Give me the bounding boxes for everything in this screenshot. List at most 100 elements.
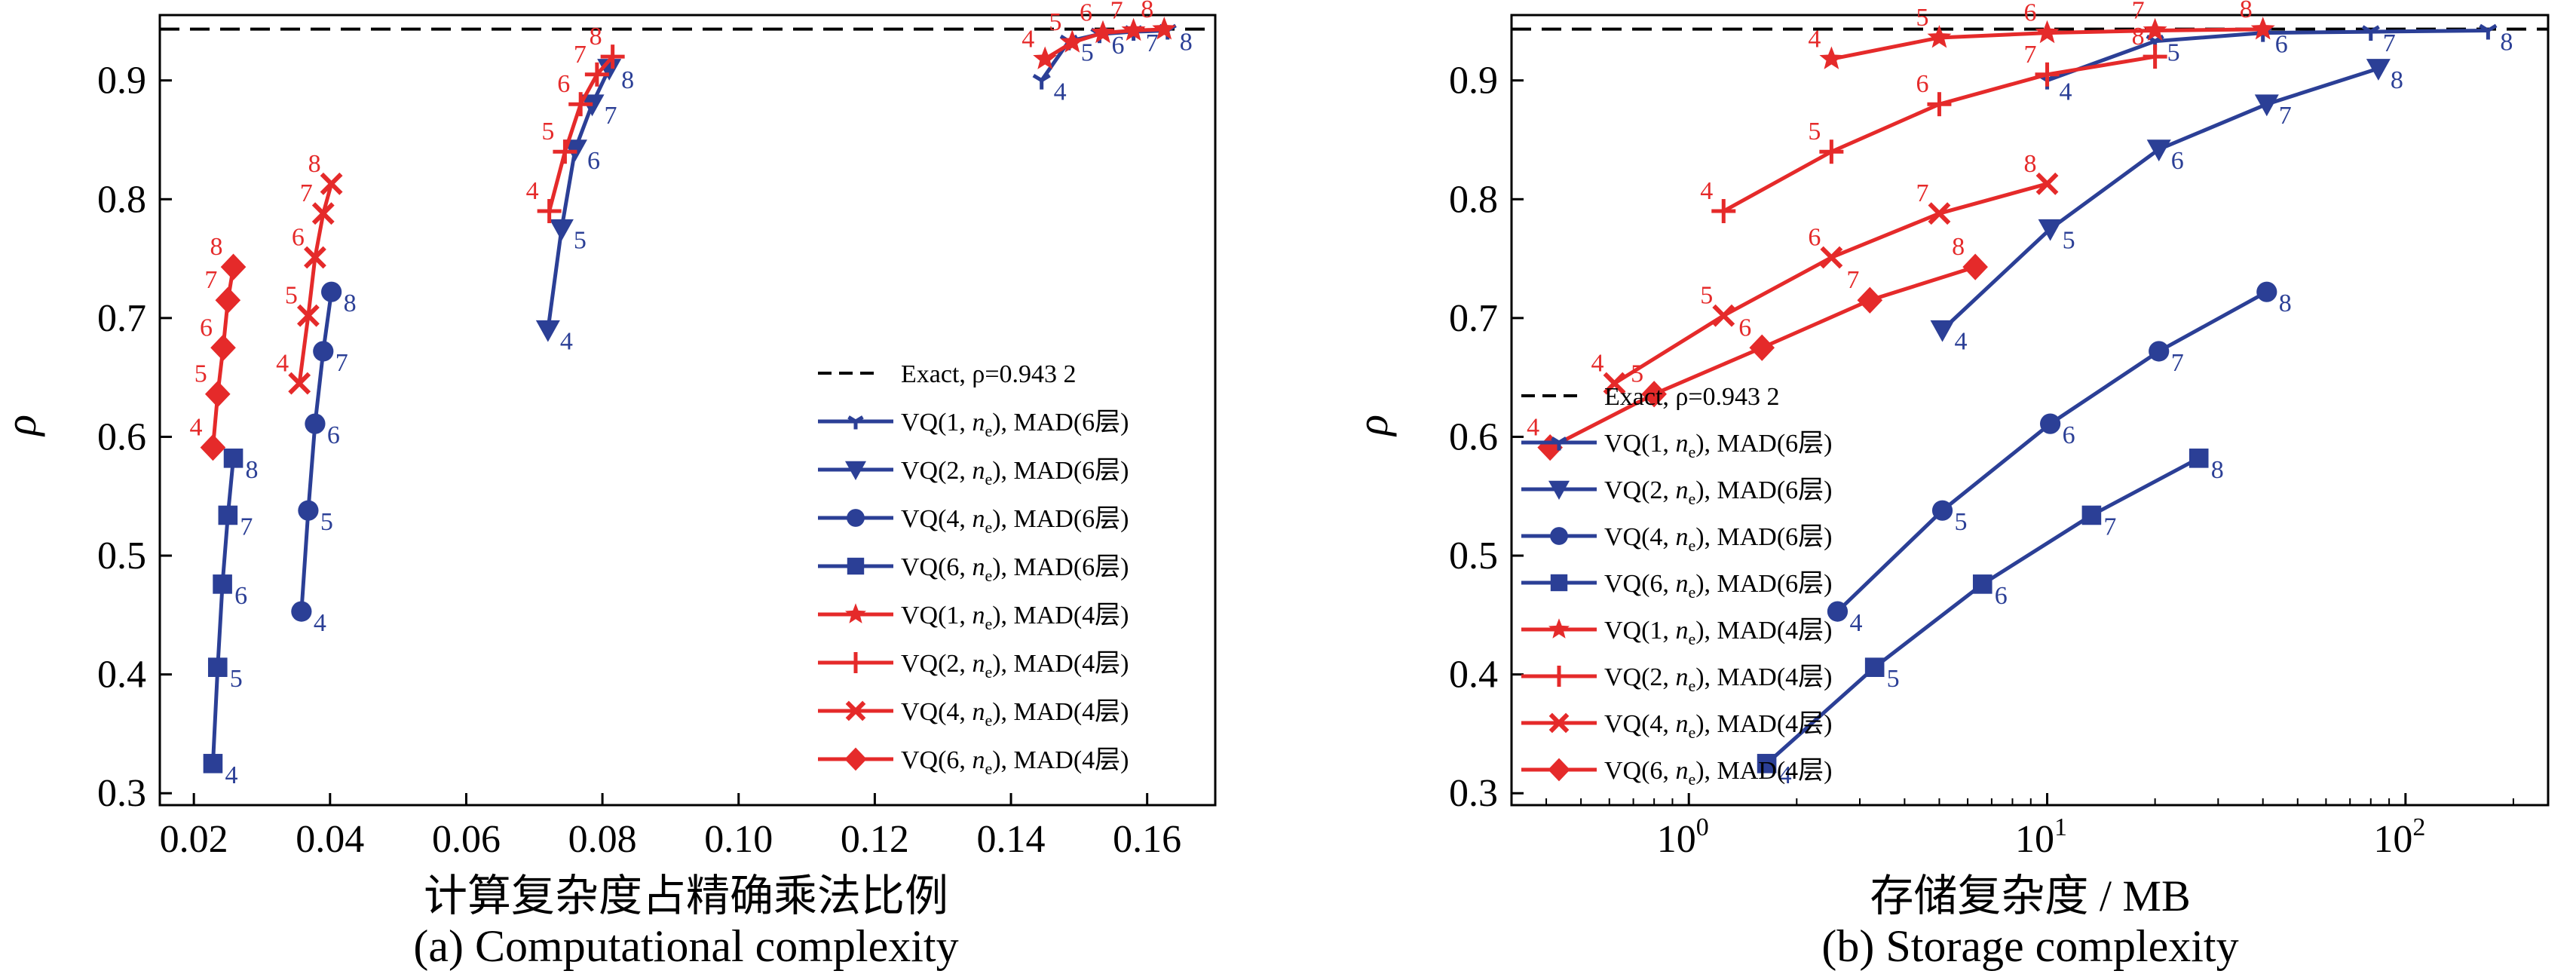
- data-point: [2035, 62, 2060, 87]
- data-point: [1930, 320, 1955, 342]
- data-point: [320, 172, 343, 195]
- data-point: [1972, 574, 1992, 594]
- data-point: [1033, 46, 1058, 69]
- point-label: 4: [1700, 177, 1713, 205]
- data-point: [204, 381, 231, 408]
- series-line: [1940, 66, 2379, 332]
- data-point: [223, 449, 244, 468]
- point-label: 5: [2167, 39, 2180, 67]
- point-label: 4: [225, 761, 237, 789]
- legend-entry: VQ(6, ne), MAD(4层): [818, 746, 1129, 778]
- x-tick-label: 0.04: [296, 818, 364, 861]
- point-label: 7: [2383, 29, 2396, 57]
- x-axis-label: 存储复杂度 / MB: [1870, 871, 2190, 920]
- legend-label: VQ(6, ne), MAD(4层): [901, 746, 1129, 778]
- legend-marker: [1548, 618, 1570, 639]
- panel-caption: (a) Computational complexity: [413, 921, 958, 971]
- y-tick-label: 0.5: [1449, 534, 1498, 577]
- point-label: 7: [1146, 29, 1159, 57]
- legend-marker: [847, 509, 865, 527]
- x-tick-label: 0.10: [704, 818, 773, 861]
- data-point: [2256, 281, 2277, 302]
- point-label: 5: [285, 282, 298, 310]
- data-point: [1121, 17, 1146, 41]
- series-4: 45 6 7 8: [1808, 0, 2275, 69]
- point-label: 7: [204, 266, 217, 294]
- series-5: 4 5 6 7 8: [1700, 23, 2167, 224]
- data-point: [1820, 246, 1843, 269]
- point-label: 8: [590, 23, 602, 51]
- series-line: [2046, 28, 2489, 83]
- data-point: [1928, 202, 1951, 225]
- point-label: 4: [314, 609, 326, 637]
- data-point: [1864, 657, 1885, 677]
- y-axis-label: ρ: [1348, 415, 1397, 437]
- point-label: 4: [1022, 25, 1034, 53]
- point-label: 8: [246, 456, 259, 484]
- legend-label: VQ(2, ne), MAD(6层): [1604, 476, 1833, 508]
- data-point: [1757, 754, 1777, 773]
- point-label: 6: [2063, 421, 2075, 449]
- legend-entry: VQ(6, ne), MAD(4层): [1521, 757, 1833, 789]
- data-point: [1641, 381, 1667, 408]
- data-point: [210, 334, 236, 361]
- point-label: 5: [1808, 118, 1821, 145]
- data-point: [2038, 219, 2063, 241]
- series-2: 4 5 6 7 8: [1827, 281, 2292, 637]
- point-label: 8: [308, 150, 321, 178]
- legend-label: VQ(2, ne), MAD(4层): [1604, 663, 1833, 695]
- data-point: [1827, 601, 1849, 622]
- point-label: 5: [320, 508, 333, 536]
- data-point: [2149, 341, 2170, 362]
- point-label: 5: [574, 227, 587, 255]
- point-label: 7: [2024, 41, 2037, 69]
- point-label: 8: [2132, 23, 2145, 51]
- data-point: [296, 304, 320, 327]
- data-point: [1749, 334, 1775, 361]
- data-point: [215, 286, 241, 314]
- y-tick-label: 0.8: [97, 178, 146, 221]
- point-label: 8: [210, 233, 223, 261]
- data-point: [568, 92, 593, 117]
- point-label: 6: [1995, 582, 2008, 610]
- point-label: 6: [557, 70, 570, 98]
- point-label: 7: [1110, 0, 1123, 24]
- y-tick-label: 0.7: [1449, 297, 1498, 340]
- series-2: 4 5 6 7 8: [291, 281, 357, 637]
- point-label: 4: [2060, 78, 2072, 106]
- point-label: 8: [1952, 233, 1965, 261]
- legend-marker: [845, 603, 866, 623]
- point-label: 6: [1916, 70, 1928, 98]
- point-label: 5: [541, 118, 554, 145]
- data-point: [597, 59, 622, 81]
- legend-entry: VQ(4, ne), MAD(4层): [1521, 710, 1833, 742]
- data-point: [1962, 253, 1988, 280]
- legend-marker: [1548, 666, 1570, 687]
- legend-label: VQ(2, ne), MAD(4层): [901, 650, 1129, 681]
- data-point: [2081, 505, 2102, 525]
- y-tick-label: 0.6: [1449, 415, 1498, 458]
- data-point: [213, 574, 232, 594]
- legend-marker: [1551, 436, 1567, 451]
- data-point: [1927, 25, 1952, 48]
- legend-entry: VQ(6, ne), MAD(6层): [818, 553, 1129, 585]
- legend-entry: VQ(6, ne), MAD(6层): [1521, 570, 1833, 602]
- x-tick-label: 100: [1657, 813, 1709, 861]
- data-point: [207, 657, 228, 677]
- point-label: 5: [230, 665, 243, 693]
- data-point: [1819, 46, 1844, 69]
- point-label: 5: [2063, 227, 2075, 255]
- data-point: [298, 500, 319, 521]
- data-point: [549, 219, 574, 241]
- data-point: [2254, 94, 2279, 117]
- data-point: [1711, 199, 1736, 224]
- point-label: 7: [2132, 0, 2145, 24]
- data-point: [2146, 139, 2171, 162]
- data-point: [1152, 17, 1177, 40]
- point-label: 4: [1955, 328, 1968, 356]
- legend-marker: [1548, 758, 1570, 782]
- y-tick-label: 0.4: [97, 654, 146, 697]
- data-point: [1032, 73, 1051, 90]
- data-point: [600, 44, 625, 69]
- point-label: 6: [2171, 147, 2184, 175]
